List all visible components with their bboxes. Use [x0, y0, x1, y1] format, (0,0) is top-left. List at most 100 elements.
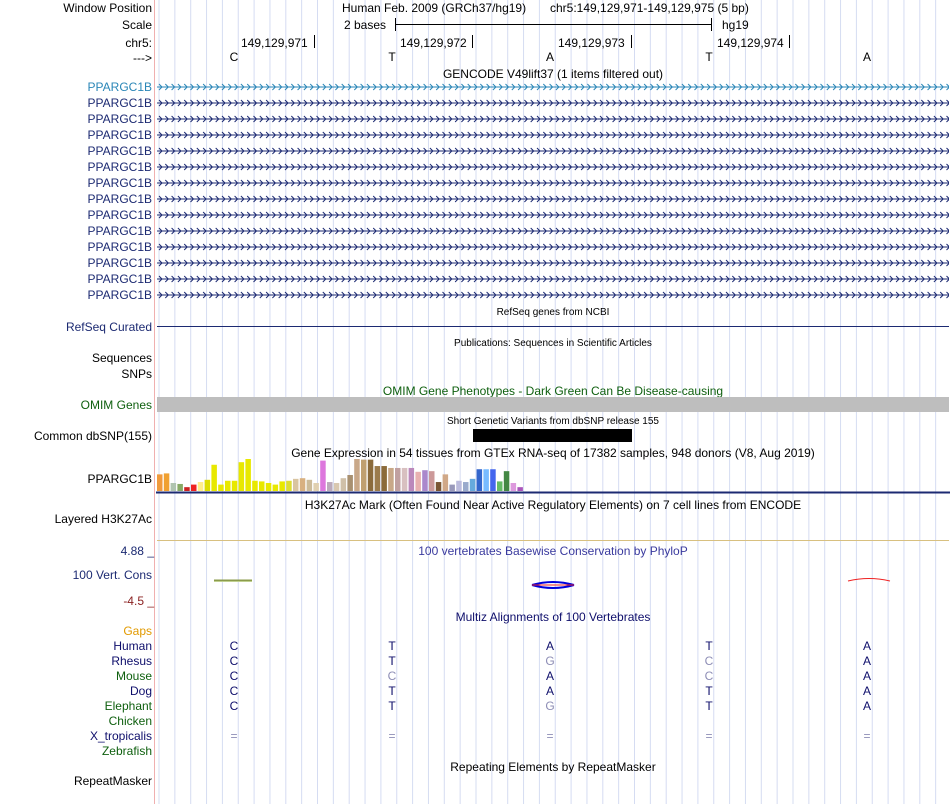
gtex-tissue-bar[interactable]: [422, 470, 428, 491]
gtex-tissue-bar[interactable]: [157, 474, 163, 491]
dbsnp-track-label[interactable]: Common dbSNP(155): [33, 429, 152, 443]
gtex-tissue-bar[interactable]: [327, 482, 333, 491]
gencode-feature-label[interactable]: PPARGC1B: [87, 128, 152, 142]
multiz-species-label[interactable]: Zebrafish: [101, 744, 152, 758]
gtex-tissue-bar[interactable]: [320, 460, 326, 491]
gtex-tissue-bar[interactable]: [231, 480, 238, 491]
refseq-intron-line[interactable]: [157, 326, 949, 327]
gtex-tissue-bar[interactable]: [449, 484, 455, 491]
gtex-tissue-bar[interactable]: [483, 469, 489, 491]
gtex-tissue-bar[interactable]: [272, 484, 279, 491]
gtex-tissue-bar[interactable]: [510, 483, 517, 491]
gencode-feature-label[interactable]: PPARGC1B: [87, 144, 152, 158]
gtex-tissue-bar[interactable]: [408, 467, 415, 491]
gtex-tissue-bar[interactable]: [238, 462, 245, 491]
multiz-species-label[interactable]: Chicken: [108, 714, 152, 728]
gencode-feature-label[interactable]: PPARGC1B: [87, 256, 152, 270]
gtex-tissue-bar[interactable]: [395, 467, 401, 491]
gencode-feature-label[interactable]: PPARGC1B: [87, 272, 152, 286]
gtex-tissue-bar[interactable]: [245, 459, 251, 491]
gtex-tissue-bar[interactable]: [442, 474, 449, 491]
strand-label[interactable]: --->: [133, 51, 152, 65]
gtex-tissue-bar[interactable]: [381, 466, 387, 491]
gtex-tissue-bar[interactable]: [286, 480, 292, 491]
gtex-tissue-bar[interactable]: [517, 487, 523, 491]
gtex-tissue-bar[interactable]: [490, 469, 496, 491]
gencode-feature-label[interactable]: PPARGC1B: [87, 112, 152, 126]
omim-track-label[interactable]: OMIM Genes: [80, 398, 152, 412]
gtex-tissue-bar[interactable]: [218, 484, 224, 491]
gencode-feature-label[interactable]: PPARGC1B: [87, 176, 152, 190]
gtex-tissue-bar[interactable]: [361, 459, 367, 491]
gtex-tissue-bar[interactable]: [299, 478, 306, 491]
gtex-tissue-bar[interactable]: [354, 459, 360, 491]
gencode-intron-arrows[interactable]: [157, 225, 949, 237]
gtex-tissue-bar[interactable]: [252, 480, 258, 491]
multiz-species-label[interactable]: Elephant: [104, 699, 152, 713]
gtex-tissue-bar[interactable]: [367, 459, 374, 491]
gencode-feature-label[interactable]: PPARGC1B: [87, 96, 152, 110]
gtex-tissue-bar[interactable]: [265, 483, 272, 491]
gencode-feature-label[interactable]: PPARGC1B: [87, 224, 152, 238]
gencode-intron-arrows[interactable]: [157, 97, 949, 109]
gencode-intron-arrows[interactable]: [157, 289, 949, 301]
gencode-intron-arrows[interactable]: [157, 81, 949, 93]
refseq-track-label[interactable]: RefSeq Curated: [65, 320, 152, 334]
gencode-intron-arrows[interactable]: [157, 177, 949, 189]
gencode-intron-arrows[interactable]: [157, 113, 949, 125]
gtex-bar-chart[interactable]: [156, 459, 950, 495]
gtex-tissue-bar[interactable]: [197, 482, 204, 491]
gencode-intron-arrows[interactable]: [157, 161, 949, 173]
gencode-intron-arrows[interactable]: [157, 145, 949, 157]
gtex-tissue-bar[interactable]: [347, 475, 353, 491]
gencode-intron-arrows[interactable]: [157, 129, 949, 141]
gtex-tissue-bar[interactable]: [225, 480, 231, 491]
gtex-tissue-bar[interactable]: [415, 471, 421, 491]
snps-track-label[interactable]: SNPs: [121, 367, 152, 381]
repeatmasker-track-label[interactable]: RepeatMasker: [73, 774, 152, 788]
gencode-feature-label[interactable]: PPARGC1B: [87, 240, 152, 254]
gtex-tissue-bar[interactable]: [191, 484, 197, 491]
h3k27ac-track-label[interactable]: Layered H3K27Ac: [54, 512, 152, 526]
gtex-tissue-bar[interactable]: [388, 467, 394, 491]
gtex-tissue-bar[interactable]: [184, 487, 190, 491]
gtex-tissue-bar[interactable]: [163, 473, 170, 491]
gtex-tissue-bar[interactable]: [374, 466, 381, 491]
gtex-tissue-bar[interactable]: [211, 464, 217, 491]
gtex-tissue-bar[interactable]: [503, 471, 510, 491]
multiz-species-label[interactable]: Mouse: [115, 669, 152, 683]
gtex-tissue-bar[interactable]: [497, 481, 503, 491]
gencode-intron-arrows[interactable]: [157, 273, 949, 285]
gencode-feature-label[interactable]: PPARGC1B: [87, 288, 152, 302]
multiz-species-label[interactable]: Dog: [129, 684, 152, 698]
gtex-tissue-bar[interactable]: [469, 478, 476, 491]
gtex-tissue-bar[interactable]: [170, 483, 177, 491]
gtex-tissue-bar[interactable]: [456, 480, 462, 491]
gtex-track-label[interactable]: PPARGC1B: [87, 472, 152, 486]
gtex-tissue-bar[interactable]: [435, 482, 442, 491]
gtex-tissue-bar[interactable]: [340, 478, 347, 491]
dbsnp-variant-feature[interactable]: [473, 429, 632, 442]
gtex-tissue-bar[interactable]: [204, 479, 211, 491]
gtex-tissue-bar[interactable]: [333, 483, 340, 491]
gencode-feature-label[interactable]: PPARGC1B: [87, 80, 152, 94]
gtex-tissue-bar[interactable]: [177, 483, 183, 491]
gtex-tissue-bar[interactable]: [279, 481, 285, 491]
gtex-tissue-bar[interactable]: [401, 467, 408, 491]
gencode-intron-arrows[interactable]: [157, 193, 949, 205]
gencode-feature-label[interactable]: PPARGC1B: [87, 160, 152, 174]
gtex-tissue-bar[interactable]: [313, 483, 319, 491]
gencode-intron-arrows[interactable]: [157, 241, 949, 253]
multiz-species-label[interactable]: X_tropicalis: [89, 729, 152, 743]
multiz-species-label[interactable]: Human: [113, 639, 152, 653]
gencode-intron-arrows[interactable]: [157, 209, 949, 221]
gaps-label[interactable]: Gaps: [123, 624, 152, 638]
omim-gene-bar[interactable]: [157, 397, 949, 412]
sequences-track-label[interactable]: Sequences: [91, 351, 152, 365]
gencode-feature-label[interactable]: PPARGC1B: [87, 192, 152, 206]
gtex-tissue-bar[interactable]: [293, 478, 299, 491]
gencode-intron-arrows[interactable]: [157, 257, 949, 269]
gtex-tissue-bar[interactable]: [259, 481, 265, 491]
gtex-tissue-bar[interactable]: [306, 479, 313, 491]
phylop-track-label[interactable]: 100 Vert. Cons: [72, 568, 152, 582]
